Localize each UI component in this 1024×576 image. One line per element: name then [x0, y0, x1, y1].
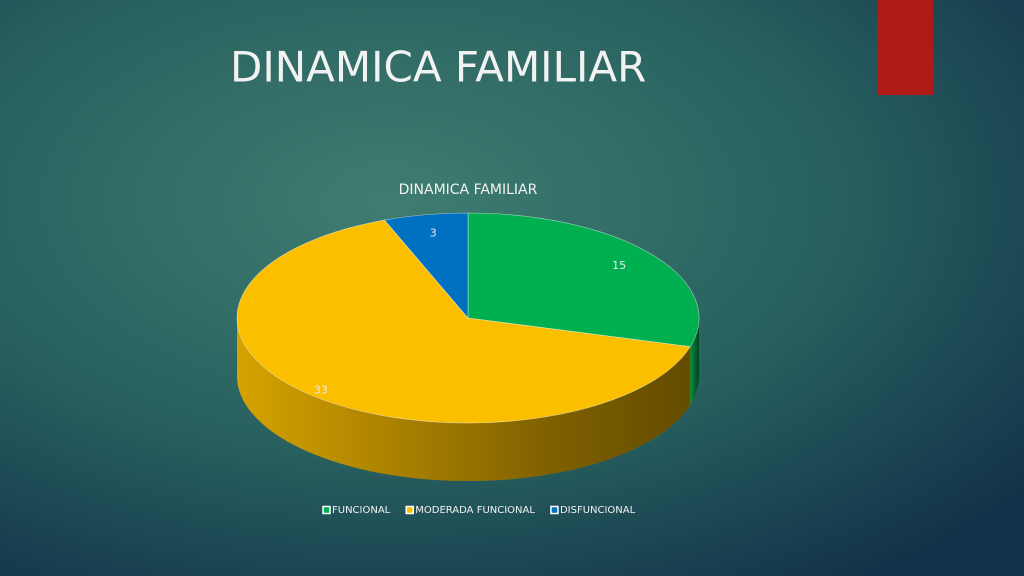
legend-label: FUNCIONAL — [332, 505, 391, 516]
chart-title: DINAMICA FAMILIAR — [399, 182, 538, 198]
data-label: 33 — [314, 383, 328, 396]
legend-label: DISFUNCIONAL — [560, 505, 636, 516]
slice — [383, 212, 469, 319]
slice — [467, 212, 700, 348]
data-label: 15 — [612, 259, 626, 272]
side-shade — [237, 318, 691, 481]
slice — [236, 219, 691, 424]
legend-swatch — [550, 505, 559, 515]
legend-swatch — [322, 505, 331, 515]
side-shade — [690, 318, 699, 405]
data-label: 3 — [430, 226, 437, 239]
legend-swatch — [405, 505, 414, 515]
slide-title: DINAMICA FAMILIAR — [230, 43, 646, 92]
legend: FUNCIONAL MODERADA FUNCIONAL DISFUNCIONAL — [322, 505, 636, 516]
legend-label: MODERADA FUNCIONAL — [415, 505, 535, 516]
accent-bar — [877, 0, 933, 95]
